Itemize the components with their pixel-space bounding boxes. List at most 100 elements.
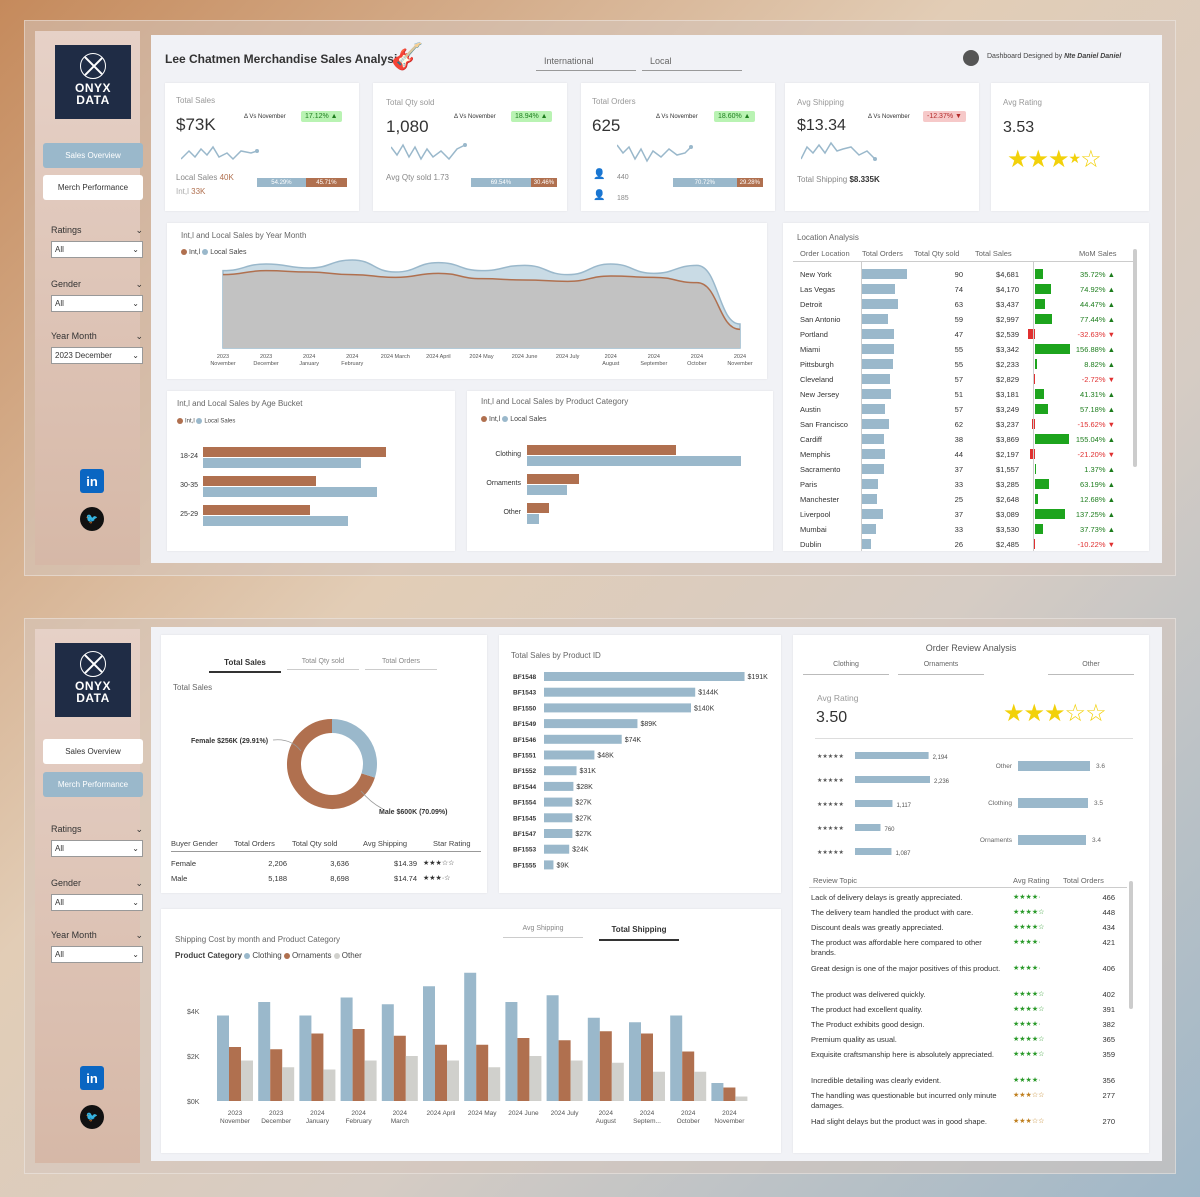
loc-header-location[interactable]: Order Location (800, 249, 850, 258)
chevron-down-icon[interactable]: ⌄ (135, 331, 143, 341)
topic-header-topic[interactable]: Review Topic (813, 876, 858, 885)
ratings-filter[interactable]: Ratings ⌄ All ⌄ (51, 824, 143, 857)
tab-avg-shipping[interactable]: Avg Shipping (503, 925, 583, 938)
location-row[interactable]: Austin 57 $3,249 57.18% ▲ (783, 402, 1133, 417)
merch-performance-button[interactable]: Merch Performance (43, 772, 143, 797)
gender-row[interactable]: Male 5,188 8,698 $14.74 ★★★·☆ (171, 872, 481, 886)
gender-header-orders[interactable]: Total Orders (234, 839, 275, 848)
gender-header-shipping[interactable]: Avg Shipping (363, 839, 408, 848)
twitter-icon[interactable]: 🐦 (80, 1105, 104, 1129)
chevron-down-icon[interactable]: ⌄ (135, 824, 143, 834)
topic-row[interactable]: Great design is one of the major positiv… (809, 962, 1127, 988)
topic-row[interactable]: The product was delivered quickly. ★★★★☆ 4… (809, 988, 1127, 1003)
linkedin-icon[interactable]: in (80, 1066, 104, 1090)
loc-header-sales[interactable]: Total Sales (975, 249, 1012, 258)
chevron-down-icon[interactable]: ⌄ (135, 930, 143, 940)
location-row[interactable]: Cleveland 57 $2,829 -2.72% ▼ (783, 372, 1133, 387)
orders-value: 448 (1102, 908, 1115, 917)
other-bar (488, 1067, 501, 1101)
topic-row[interactable]: Lack of delivery delays is greatly appre… (809, 891, 1127, 906)
kpi-title: Total Qty sold (386, 98, 435, 107)
avg-rating-label: Avg Rating (817, 693, 859, 703)
distribution-bar (855, 776, 930, 783)
year-month-filter[interactable]: Year Month ⌄ All ⌄ (51, 930, 143, 963)
tab-total-qty[interactable]: Total Qty sold (287, 658, 359, 670)
topic-row[interactable]: The handling was questionable but incurr… (809, 1089, 1127, 1115)
location-row[interactable]: New Jersey 51 $3,181 41.31% ▲ (783, 387, 1133, 402)
location-row[interactable]: Pittsburgh 55 $2,233 8.82% ▲ (783, 357, 1133, 372)
loc-header-qty[interactable]: Total Qty sold (914, 249, 960, 258)
sales-value: $3,437 (996, 300, 1019, 309)
year-month-select[interactable]: 2023 December ⌄ (51, 347, 143, 364)
gender-filter[interactable]: Gender ⌄ All ⌄ (51, 279, 143, 312)
topic-row[interactable]: Exquisite craftsmanship here is absolute… (809, 1048, 1127, 1074)
location-row[interactable]: San Francisco 62 $3,237 -15.62% ▼ (783, 417, 1133, 432)
location-row[interactable]: Mumbai 33 $3,530 37.73% ▲ (783, 522, 1133, 537)
location-row[interactable]: Detroit 63 $3,437 44.47% ▲ (783, 297, 1133, 312)
loc-header-orders[interactable]: Total Orders (862, 249, 903, 258)
linkedin-icon[interactable]: in (80, 469, 104, 493)
chevron-down-icon[interactable]: ⌄ (135, 225, 143, 235)
product-id-label: BF1555 (513, 862, 537, 869)
location-row[interactable]: San Antonio 59 $2,997 77.44% ▲ (783, 312, 1133, 327)
tab-clothing[interactable]: Clothing (803, 661, 889, 675)
location-row[interactable]: Liverpool 37 $3,089 137.25% ▲ (783, 507, 1133, 522)
tab-total-orders[interactable]: Total Orders (365, 658, 437, 670)
sales-overview-button[interactable]: Sales Overview (43, 739, 143, 764)
topic-row[interactable]: Had slight delays but the product was in… (809, 1115, 1127, 1130)
gender-filter[interactable]: Gender ⌄ All ⌄ (51, 878, 143, 911)
location-row[interactable]: New York 90 $4,681 35.72% ▲ (783, 267, 1133, 282)
gender-header-rating[interactable]: Star Rating (433, 839, 471, 848)
location-row[interactable]: Sacramento 37 $1,557 1.37% ▲ (783, 462, 1133, 477)
location-row[interactable]: Las Vegas 74 $4,170 74.92% ▲ (783, 282, 1133, 297)
tab-other[interactable]: Other (1048, 661, 1134, 675)
topic-row[interactable]: Incredible detailing was clearly evident… (809, 1074, 1127, 1089)
clothing-bar (258, 1002, 271, 1101)
gender-select[interactable]: All ⌄ (51, 894, 143, 911)
topic-header-rating[interactable]: Avg Rating (1013, 876, 1050, 885)
gender-row[interactable]: Female 2,206 3,636 $14.39 ★★★☆☆ (171, 857, 481, 871)
orders-bar (862, 509, 883, 519)
chart-title: Int,l and Local Sales by Year Month (181, 231, 307, 240)
location-row[interactable]: Cardiff 38 $3,869 155.04% ▲ (783, 432, 1133, 447)
gender-header-qty[interactable]: Total Qty sold (292, 839, 338, 848)
scrollbar[interactable] (1133, 249, 1137, 467)
twitter-icon[interactable]: 🐦 (80, 507, 104, 531)
tab-total-shipping[interactable]: Total Shipping (599, 925, 679, 941)
location-row[interactable]: Dublin 26 $2,485 -10.22% ▼ (783, 537, 1133, 551)
year-month-select[interactable]: All ⌄ (51, 946, 143, 963)
tab-international[interactable]: International (536, 55, 636, 71)
loc-header-mom[interactable]: MoM Sales (1079, 249, 1117, 258)
area-chart-card: Int,l and Local Sales by Year Month Int,… (167, 223, 767, 379)
topic-row[interactable]: Premium quality as usual. ★★★★☆ 365 (809, 1033, 1127, 1048)
topic-row[interactable]: The product was affordable here compared… (809, 936, 1127, 962)
gender-select[interactable]: All ⌄ (51, 295, 143, 312)
topic-row[interactable]: Discount deals was greatly appreciated. ★… (809, 921, 1127, 936)
ratings-select[interactable]: All ⌄ (51, 241, 143, 258)
x-tick-label: November (220, 1118, 251, 1125)
topic-row[interactable]: The product had excellent quality. ★★★★☆ 3… (809, 1003, 1127, 1018)
ratings-filter[interactable]: Ratings ⌄ All ⌄ (51, 225, 143, 258)
topic-header-orders[interactable]: Total Orders (1063, 876, 1104, 885)
chevron-down-icon[interactable]: ⌄ (135, 279, 143, 289)
location-row[interactable]: Miami 55 $3,342 156.88% ▲ (783, 342, 1133, 357)
tab-ornaments[interactable]: Ornaments (898, 661, 984, 675)
location-name: New Jersey (800, 390, 840, 399)
location-row[interactable]: Manchester 25 $2,648 12.68% ▲ (783, 492, 1133, 507)
location-row[interactable]: Paris 33 $3,285 63.19% ▲ (783, 477, 1133, 492)
orders-value: 5,188 (268, 874, 287, 883)
merch-performance-button[interactable]: Merch Performance (43, 175, 143, 200)
sales-overview-button[interactable]: Sales Overview (43, 143, 143, 168)
ratings-select[interactable]: All ⌄ (51, 840, 143, 857)
tab-local[interactable]: Local (642, 55, 742, 71)
tab-total-sales[interactable]: Total Sales (209, 658, 281, 673)
chevron-down-icon[interactable]: ⌄ (135, 878, 143, 888)
gender-header-gender[interactable]: Buyer Gender (171, 839, 218, 848)
data-label: 3.6 (1096, 763, 1105, 770)
scrollbar[interactable] (1129, 881, 1133, 1009)
topic-row[interactable]: The Product exhibits good design. ★★★★· 38… (809, 1018, 1127, 1033)
year-month-filter[interactable]: Year Month ⌄ 2023 December ⌄ (51, 331, 143, 364)
topic-row[interactable]: The delivery team handled the product wi… (809, 906, 1127, 921)
location-row[interactable]: Portland 47 $2,539 -32.63% ▼ (783, 327, 1133, 342)
location-row[interactable]: Memphis 44 $2,197 -21.20% ▼ (783, 447, 1133, 462)
